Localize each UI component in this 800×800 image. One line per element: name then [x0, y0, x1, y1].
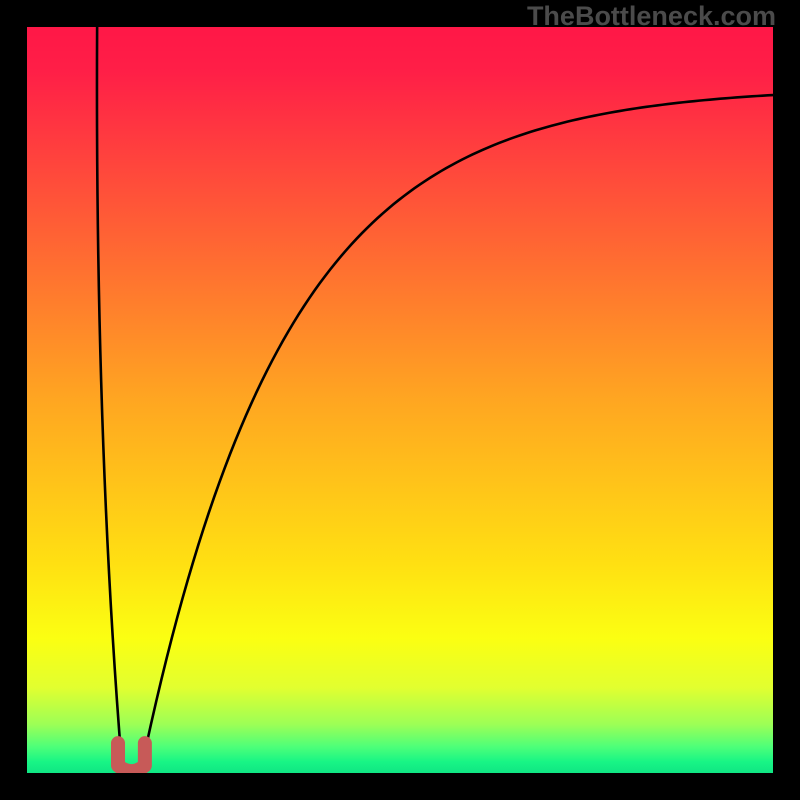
plot-svg: [27, 27, 773, 773]
plot-area: [27, 27, 773, 773]
watermark-text: TheBottleneck.com: [527, 1, 776, 32]
chart-container: TheBottleneck.com: [0, 0, 800, 800]
curve-left: [97, 27, 123, 773]
curve-right: [140, 95, 773, 773]
optimum-marker: [118, 743, 145, 771]
